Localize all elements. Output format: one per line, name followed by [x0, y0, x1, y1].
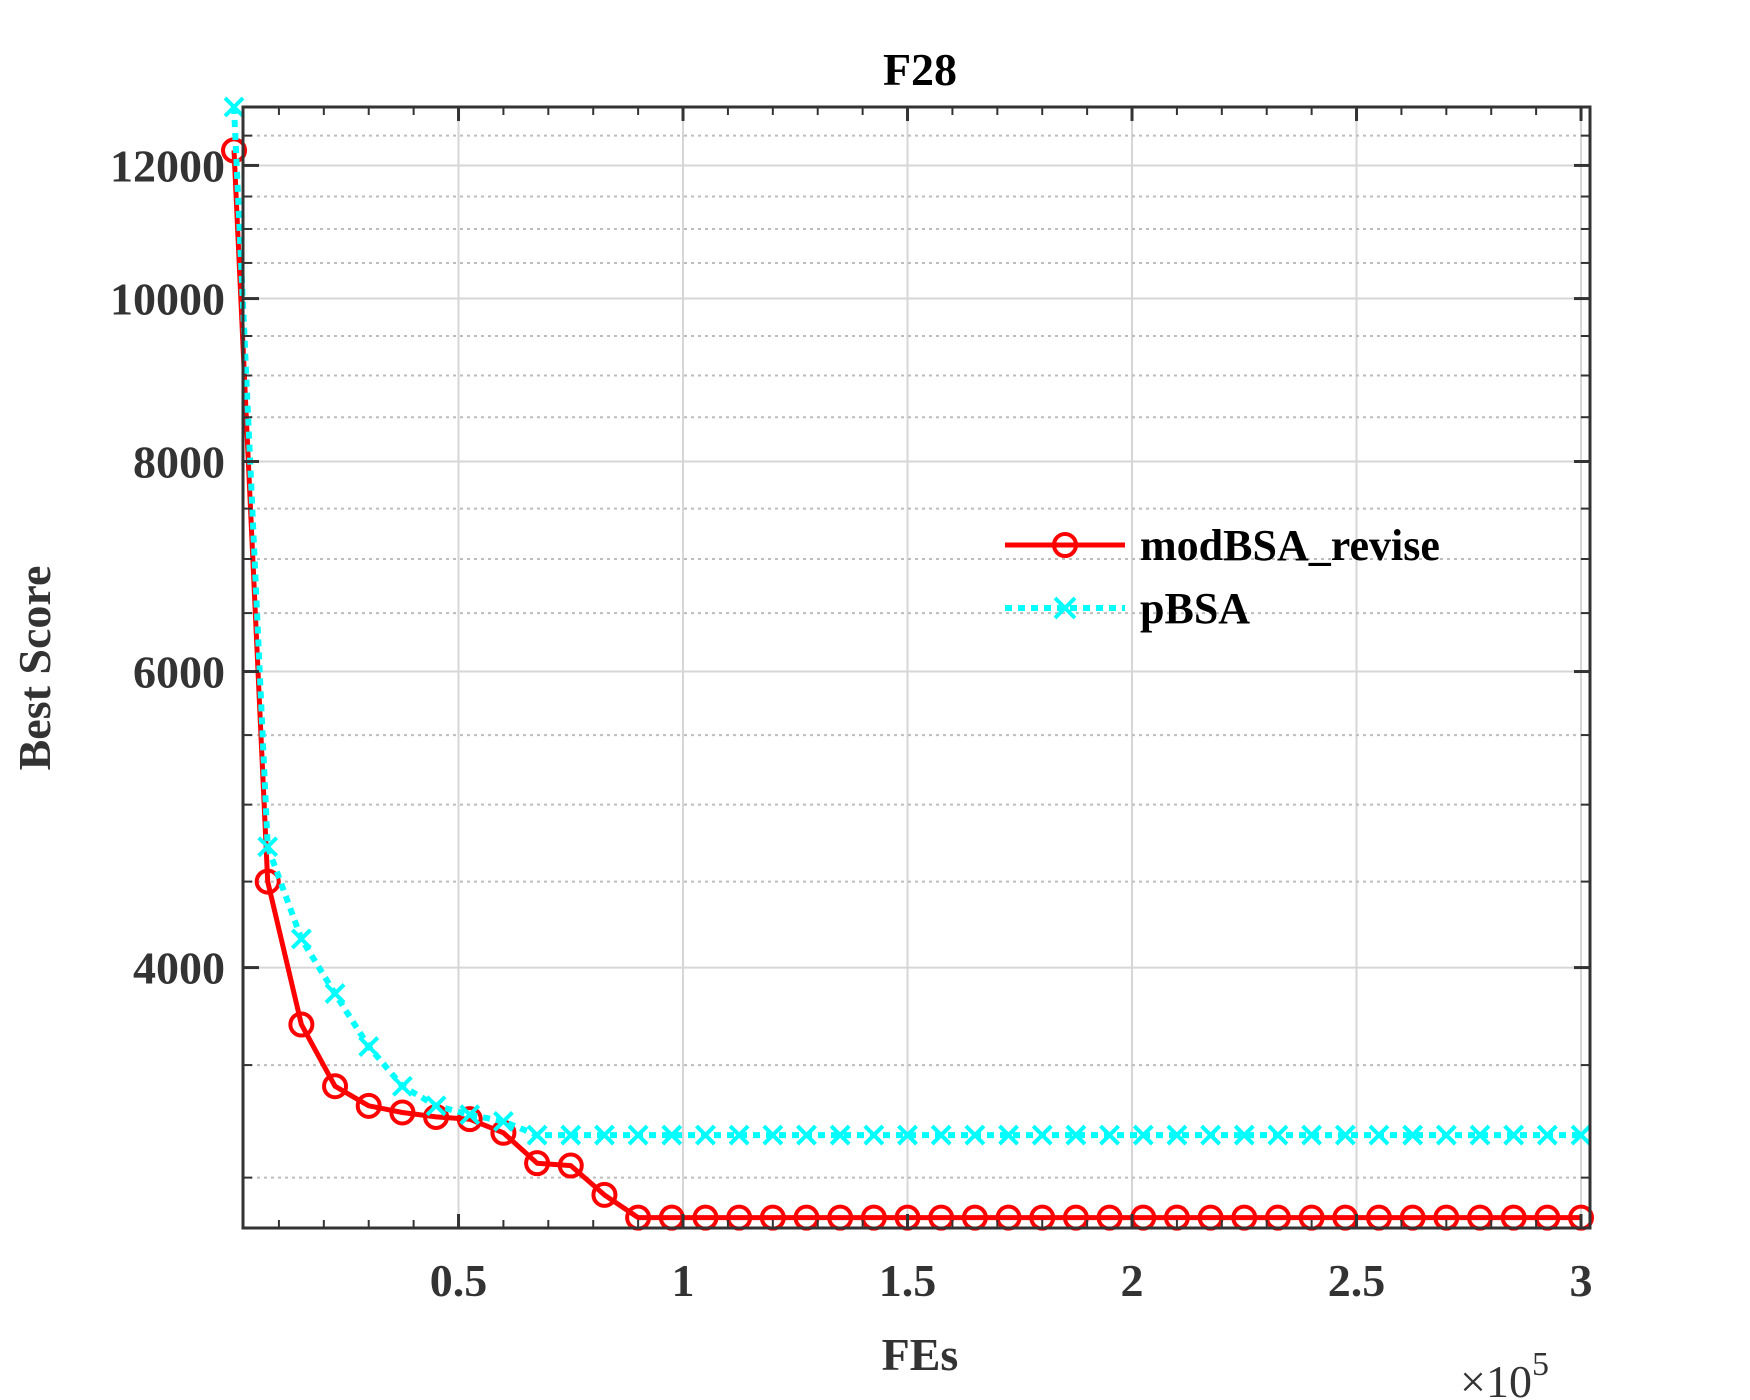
y-tick-label: 8000: [133, 436, 225, 487]
data-point-pBSA: [964, 1124, 986, 1146]
data-point-pBSA: [526, 1124, 548, 1146]
data-point-pBSA: [1166, 1124, 1188, 1146]
data-point-pBSA: [560, 1124, 582, 1146]
data-point-pBSA: [661, 1124, 683, 1146]
data-point-modBSA_revise: [288, 1011, 315, 1038]
x-exponent-label: ×105: [1460, 1346, 1549, 1400]
data-point-pBSA: [257, 836, 279, 858]
legend: modBSA_revise pBSA: [1005, 521, 1440, 633]
x-tick-label: 2.5: [1328, 1255, 1386, 1306]
data-point-modBSA_revise: [322, 1073, 349, 1100]
series-line-pBSA: [231, 106, 1581, 1139]
data-point-pBSA: [1031, 1124, 1053, 1146]
legend-label-pBSA: pBSA: [1140, 584, 1250, 633]
data-point-pBSA: [290, 928, 312, 950]
plot-frame: [241, 105, 1592, 1230]
legend-label-modBSA_revise: modBSA_revise: [1140, 521, 1440, 570]
x-exponent-power: 5: [1532, 1346, 1549, 1383]
data-point-pBSA: [594, 1124, 615, 1146]
axes-layer: [241, 105, 1592, 1230]
data-point-pBSA: [1065, 1124, 1087, 1146]
x-tick-label: 1: [672, 1255, 695, 1306]
data-point-pBSA: [728, 1124, 750, 1146]
x-tick-label: 2: [1121, 1255, 1144, 1306]
data-point-modBSA_revise: [389, 1099, 416, 1126]
x-tick-label: 1.5: [879, 1255, 937, 1306]
y-tick-label: 12000: [110, 140, 225, 191]
data-point-pBSA: [1402, 1124, 1424, 1146]
data-point-pBSA: [1503, 1124, 1525, 1146]
x-exponent-base: ×10: [1460, 1356, 1532, 1400]
x-axis-title: FEs: [882, 1329, 959, 1380]
data-point-modBSA_revise: [591, 1181, 618, 1208]
data-point-modBSA_revise: [524, 1150, 551, 1177]
data-point-pBSA: [391, 1075, 413, 1097]
data-point-pBSA: [1334, 1124, 1356, 1146]
data-point-pBSA: [425, 1095, 447, 1117]
data-point-pBSA: [1368, 1124, 1390, 1146]
labels-layer: F28 FEs Best Score ×105 0.5 1 1.5 2 2.5 3 4000…: [9, 44, 1593, 1400]
data-point-pBSA: [459, 1104, 481, 1126]
data-point-pBSA: [223, 96, 245, 118]
plot-title: F28: [883, 44, 957, 95]
y-tick-label: 6000: [133, 647, 225, 698]
data-point-pBSA: [762, 1124, 784, 1146]
y-tick-label: 4000: [133, 943, 225, 994]
y-tick-label: 10000: [110, 274, 225, 325]
data-point-pBSA: [1469, 1124, 1491, 1146]
legend-marker-pBSA: [1053, 596, 1077, 620]
data-point-pBSA: [897, 1124, 918, 1146]
data-point-pBSA: [1301, 1124, 1323, 1146]
data-point-modBSA_revise: [254, 868, 281, 895]
data-point-pBSA: [493, 1111, 514, 1132]
data-point-modBSA_revise: [355, 1092, 382, 1119]
data-point-pBSA: [358, 1036, 380, 1057]
data-point-pBSA: [695, 1124, 716, 1146]
data-point-modBSA_revise: [557, 1152, 584, 1179]
data-point-pBSA: [1233, 1124, 1255, 1146]
data-point-pBSA: [324, 983, 346, 1005]
y-axis-title: Best Score: [9, 566, 60, 771]
data-point-pBSA: [930, 1124, 952, 1146]
grid-layer: [243, 107, 1590, 1228]
data-point-modBSA_revise: [456, 1106, 483, 1133]
data-point-pBSA: [1570, 1124, 1592, 1146]
data-point-pBSA: [796, 1124, 817, 1146]
data-point-pBSA: [1200, 1124, 1222, 1146]
data-point-pBSA: [1435, 1124, 1457, 1146]
data-point-pBSA: [1132, 1124, 1154, 1146]
data-point-pBSA: [998, 1124, 1019, 1146]
data-point-pBSA: [1536, 1124, 1558, 1146]
data-point-pBSA: [863, 1124, 885, 1146]
x-tick-label: 3: [1570, 1255, 1593, 1306]
x-tick-label: 0.5: [430, 1255, 488, 1306]
data-point-pBSA: [829, 1124, 851, 1146]
data-point-pBSA: [1267, 1124, 1289, 1146]
data-point-pBSA: [1099, 1124, 1120, 1146]
data-point-pBSA: [627, 1124, 649, 1146]
legend-marker-modBSA_revise: [1052, 532, 1078, 558]
